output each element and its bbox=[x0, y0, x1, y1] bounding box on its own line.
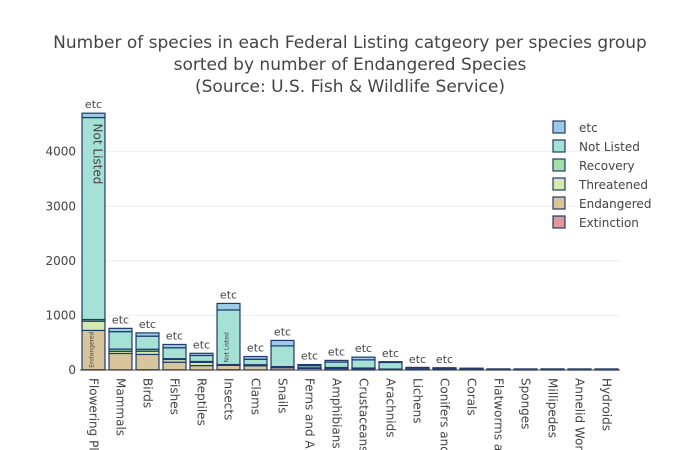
x-tick-label: Snails bbox=[276, 378, 290, 414]
bar-top-label: etc bbox=[328, 345, 345, 358]
x-tick-label: Birds bbox=[141, 378, 155, 408]
bar-top-label: etc bbox=[274, 325, 291, 338]
y-axis: 0 1000 2000 3000 4000 bbox=[45, 145, 620, 377]
bar-top-label: etc bbox=[355, 342, 372, 355]
legend-label-threatened[interactable]: Threatened bbox=[578, 178, 648, 192]
bar-top-label: etc bbox=[382, 347, 399, 360]
legend-label-etc[interactable]: etc bbox=[579, 121, 598, 135]
bar-top-label: etc bbox=[247, 342, 264, 355]
y-tick-label: 1000 bbox=[45, 308, 76, 322]
bar-segment-endangered[interactable] bbox=[108, 352, 133, 371]
x-tick-label: Annelid Wor bbox=[573, 378, 587, 450]
legend-label-extinction[interactable]: Extinction bbox=[579, 216, 639, 230]
x-tick-label: Hydroids bbox=[600, 378, 614, 431]
x-tick-label: Fishes bbox=[168, 378, 182, 415]
bar-segment-etc[interactable] bbox=[216, 302, 241, 311]
y-tick-label: 2000 bbox=[45, 254, 76, 268]
chart-title-line-1: Number of species in each Federal Listin… bbox=[53, 33, 647, 53]
x-tick-label: Crustaceans bbox=[357, 378, 371, 450]
bar-top-label: etc bbox=[85, 98, 102, 111]
bar-segment-etc[interactable] bbox=[432, 367, 457, 370]
segment-inside-label: Endangered bbox=[89, 331, 96, 367]
bar-segment-not-listed[interactable] bbox=[378, 361, 403, 370]
x-tick-label: Mammals bbox=[114, 378, 128, 436]
legend-label-endangered[interactable]: Endangered bbox=[579, 197, 651, 211]
bar-segment-not-listed[interactable] bbox=[162, 347, 187, 360]
y-gridlines bbox=[80, 151, 620, 316]
bar-segment-etc[interactable] bbox=[243, 355, 268, 360]
x-tick-label: Lichens bbox=[411, 378, 425, 423]
bar-segment-not-listed[interactable] bbox=[270, 345, 295, 368]
bar-segment-not-listed[interactable] bbox=[135, 335, 160, 350]
legend[interactable]: etc Not Listed Recovery Threatened Endangere… bbox=[552, 120, 651, 230]
legend-swatch-not-listed[interactable] bbox=[552, 139, 566, 153]
bar-segment-etc[interactable] bbox=[378, 361, 403, 364]
bar-segment-etc[interactable] bbox=[135, 332, 160, 337]
bar-segment-not-listed[interactable] bbox=[243, 358, 268, 366]
x-tick-label: Clams bbox=[249, 378, 263, 415]
x-tick-label: Sponges bbox=[519, 378, 533, 429]
segment-inside-label: Not Listed bbox=[91, 124, 105, 185]
x-tick-label: Flatworms a bbox=[492, 378, 506, 450]
bar-segment-etc[interactable] bbox=[405, 366, 430, 369]
bar-segment-endangered[interactable] bbox=[135, 353, 160, 371]
y-tick-label: 4000 bbox=[45, 145, 76, 159]
x-tick-label: Corals bbox=[465, 378, 479, 416]
bar-top-label: etc bbox=[436, 353, 453, 366]
legend-label-not-listed[interactable]: Not Listed bbox=[579, 140, 640, 154]
legend-label-recovery[interactable]: Recovery bbox=[579, 159, 635, 173]
x-tick-label: Millipedes bbox=[546, 378, 560, 438]
y-tick-label: 0 bbox=[68, 363, 76, 377]
bar-segment-not-listed[interactable] bbox=[108, 331, 133, 350]
bar-segment-etc[interactable] bbox=[108, 327, 133, 333]
bar-top-label: etc bbox=[166, 329, 183, 342]
chart-title-line-2: sorted by number of Endangered Species bbox=[173, 55, 527, 75]
x-tick-label: Arachnids bbox=[384, 378, 398, 438]
chart-title: Number of species in each Federal Listin… bbox=[0, 32, 700, 98]
bar-top-label: etc bbox=[301, 350, 318, 363]
bar-top-label: etc bbox=[193, 338, 210, 351]
y-tick-label: 3000 bbox=[45, 199, 76, 213]
x-tick-label: Amphibians bbox=[330, 378, 344, 449]
bar-segment-not-listed[interactable] bbox=[351, 359, 376, 369]
bar-top-label: etc bbox=[112, 313, 129, 326]
bar-segment-endangered[interactable] bbox=[189, 364, 214, 371]
x-tick-label: Insects bbox=[222, 378, 236, 420]
bar-segment-etc[interactable] bbox=[459, 367, 484, 370]
bar-segment-endangered[interactable] bbox=[162, 361, 187, 371]
legend-swatch-etc[interactable] bbox=[552, 120, 566, 134]
bar-segment-not-listed[interactable] bbox=[189, 354, 214, 363]
legend-swatch-endangered[interactable] bbox=[552, 196, 566, 210]
bar-top-label: etc bbox=[139, 318, 156, 331]
x-axis: Flowering Pl Mammals Birds Fishes Reptiles In… bbox=[87, 378, 614, 450]
bar-segment-not-listed[interactable] bbox=[324, 361, 349, 369]
bar-top-label: etc bbox=[220, 288, 237, 301]
bar-segment-etc[interactable] bbox=[189, 352, 214, 357]
bar-segment-etc[interactable] bbox=[162, 343, 187, 349]
bar-top-label: etc bbox=[409, 353, 426, 366]
bar-segment-etc[interactable] bbox=[351, 356, 376, 361]
segment-inside-label: Not Listed bbox=[224, 332, 231, 363]
bar-segment-endangered[interactable] bbox=[216, 364, 241, 371]
bar-segment-etc[interactable] bbox=[270, 339, 295, 347]
x-tick-label: Conifers anc bbox=[438, 378, 452, 450]
legend-swatch-recovery[interactable] bbox=[552, 158, 566, 172]
x-tick-label: Ferns and A bbox=[303, 378, 317, 449]
bar-segment-endangered[interactable] bbox=[243, 365, 268, 371]
bar-segment-etc[interactable] bbox=[81, 112, 106, 119]
chart-title-line-3: (Source: U.S. Fish & Wildlife Service) bbox=[195, 77, 505, 97]
legend-swatch-threatened[interactable] bbox=[552, 177, 566, 191]
bar-segment-etc[interactable] bbox=[324, 359, 349, 363]
bar-segment-threatened[interactable] bbox=[81, 320, 106, 332]
bar-segment-etc[interactable] bbox=[297, 363, 322, 367]
legend-swatch-extinction[interactable] bbox=[552, 215, 566, 229]
x-tick-label: Reptiles bbox=[195, 378, 209, 426]
x-tick-label: Flowering Pl bbox=[87, 378, 101, 450]
